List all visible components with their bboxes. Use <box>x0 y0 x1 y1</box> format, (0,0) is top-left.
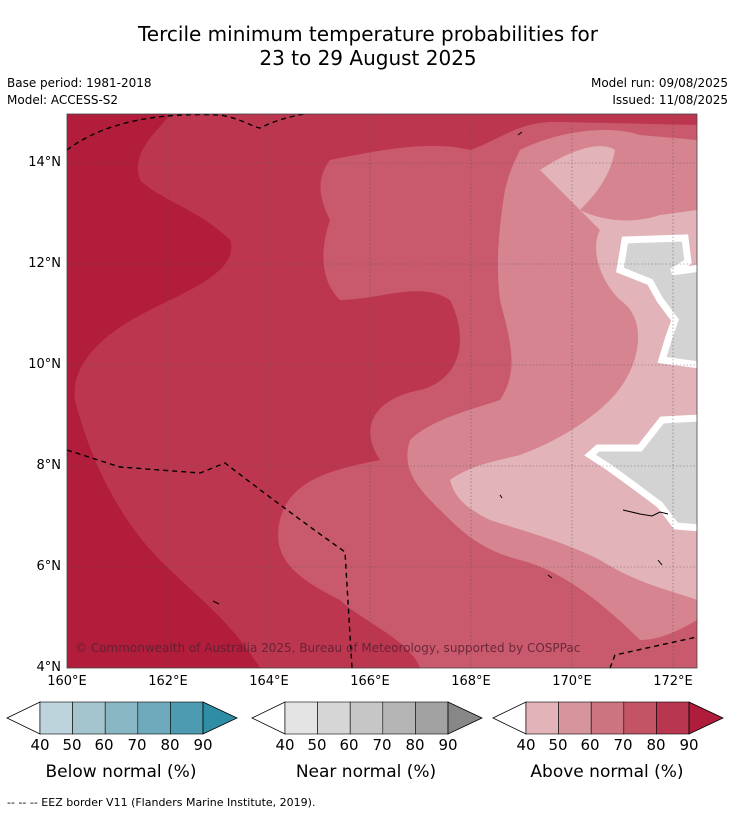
legend-tick: 40 <box>516 736 536 754</box>
model-name: Model: ACCESS-S2 <box>7 93 119 107</box>
legend-tick: 50 <box>62 736 82 754</box>
legend-tick: 40 <box>30 736 50 754</box>
legend-swatch <box>317 701 351 735</box>
legend-swatch <box>284 701 318 735</box>
region-near-normal-1 <box>616 234 697 369</box>
legend-near-normal <box>251 701 483 735</box>
legend-tick: 40 <box>275 736 295 754</box>
legend-below-title: Below normal (%) <box>45 762 197 782</box>
legend-swatch <box>137 701 171 735</box>
legend-above-normal <box>492 701 724 735</box>
legend-tick: 80 <box>405 736 425 754</box>
island-outline <box>499 494 503 499</box>
legend-max-arrow <box>202 701 238 735</box>
legend-tick: 90 <box>193 736 213 754</box>
legend-tick: 90 <box>679 736 699 754</box>
legend-swatch <box>104 701 139 735</box>
island-outline <box>517 131 523 136</box>
legend-tick: 80 <box>160 736 180 754</box>
legend-tick: 60 <box>580 736 600 754</box>
legend-above-title: Above normal (%) <box>530 762 684 782</box>
legend-swatch <box>623 701 657 735</box>
legend-swatch <box>170 701 204 735</box>
lon-label-166: 166°E <box>350 674 390 689</box>
region-near-normal-2 <box>584 414 697 532</box>
legend-tick: 50 <box>548 736 568 754</box>
legend-swatch <box>525 701 559 735</box>
lon-label-170: 170°E <box>552 674 592 689</box>
legend-tick: 50 <box>307 736 327 754</box>
legend-swatch <box>415 701 449 735</box>
title-line-1: Tercile minimum temperature probabilitie… <box>137 22 599 46</box>
legend-tick: 70 <box>613 736 633 754</box>
legend-near-title: Near normal (%) <box>295 762 437 782</box>
model-run: Model run: 09/08/2025 <box>590 76 728 90</box>
meta-left: Base period: 1981-2018 Model: ACCESS-S2 <box>7 75 152 109</box>
lat-label-14: 14°N <box>28 155 61 170</box>
base-period: Base period: 1981-2018 <box>7 76 152 90</box>
island-outline <box>547 574 553 579</box>
lat-label-10: 10°N <box>28 357 61 372</box>
map-copyright: © Commonwealth of Australia 2025, Bureau… <box>75 641 581 655</box>
meta-right: Model run: 09/08/2025 Issued: 11/08/2025 <box>591 75 728 109</box>
chart-title: Tercile minimum temperature probabilitie… <box>0 22 736 70</box>
legend-tick: 70 <box>372 736 392 754</box>
eez-border <box>67 114 310 151</box>
lon-label-172: 172°E <box>653 674 693 689</box>
legend-swatch <box>349 701 384 735</box>
island-outline <box>657 559 663 566</box>
legend-max-arrow <box>688 701 724 735</box>
probability-map <box>66 113 698 669</box>
legend-swatch <box>590 701 625 735</box>
legend-swatch <box>39 701 73 735</box>
legend-tick: 70 <box>127 736 147 754</box>
legend-swatch <box>558 701 592 735</box>
lat-label-8: 8°N <box>36 458 62 473</box>
title-line-2: 23 to 29 August 2025 <box>259 46 477 70</box>
legend-swatch <box>382 701 416 735</box>
legend-min-arrow <box>6 701 41 735</box>
lat-label-6: 6°N <box>36 559 62 574</box>
issued-date: Issued: 11/08/2025 <box>612 93 728 107</box>
eez-border <box>67 449 353 668</box>
eez-footnote: -- -- -- EEZ border V11 (Flanders Marine… <box>7 796 316 809</box>
legend-tick: 60 <box>339 736 359 754</box>
lat-label-4: 4°N <box>36 660 62 675</box>
legend-max-arrow <box>447 701 483 735</box>
lon-label-168: 168°E <box>451 674 491 689</box>
island-outline <box>212 600 220 605</box>
legend-tick: 80 <box>646 736 666 754</box>
legend-below-normal <box>6 701 238 735</box>
legend-min-arrow <box>251 701 286 735</box>
legend-tick: 90 <box>438 736 458 754</box>
legend-swatch <box>72 701 106 735</box>
lon-label-160: 160°E <box>47 674 87 689</box>
lon-label-164: 164°E <box>249 674 289 689</box>
legend-min-arrow <box>492 701 527 735</box>
legend-tick: 60 <box>94 736 114 754</box>
lat-label-12: 12°N <box>28 256 61 271</box>
legend-swatch <box>656 701 690 735</box>
lon-label-162: 162°E <box>148 674 188 689</box>
island-outline <box>622 509 669 517</box>
eez-border <box>609 636 697 668</box>
